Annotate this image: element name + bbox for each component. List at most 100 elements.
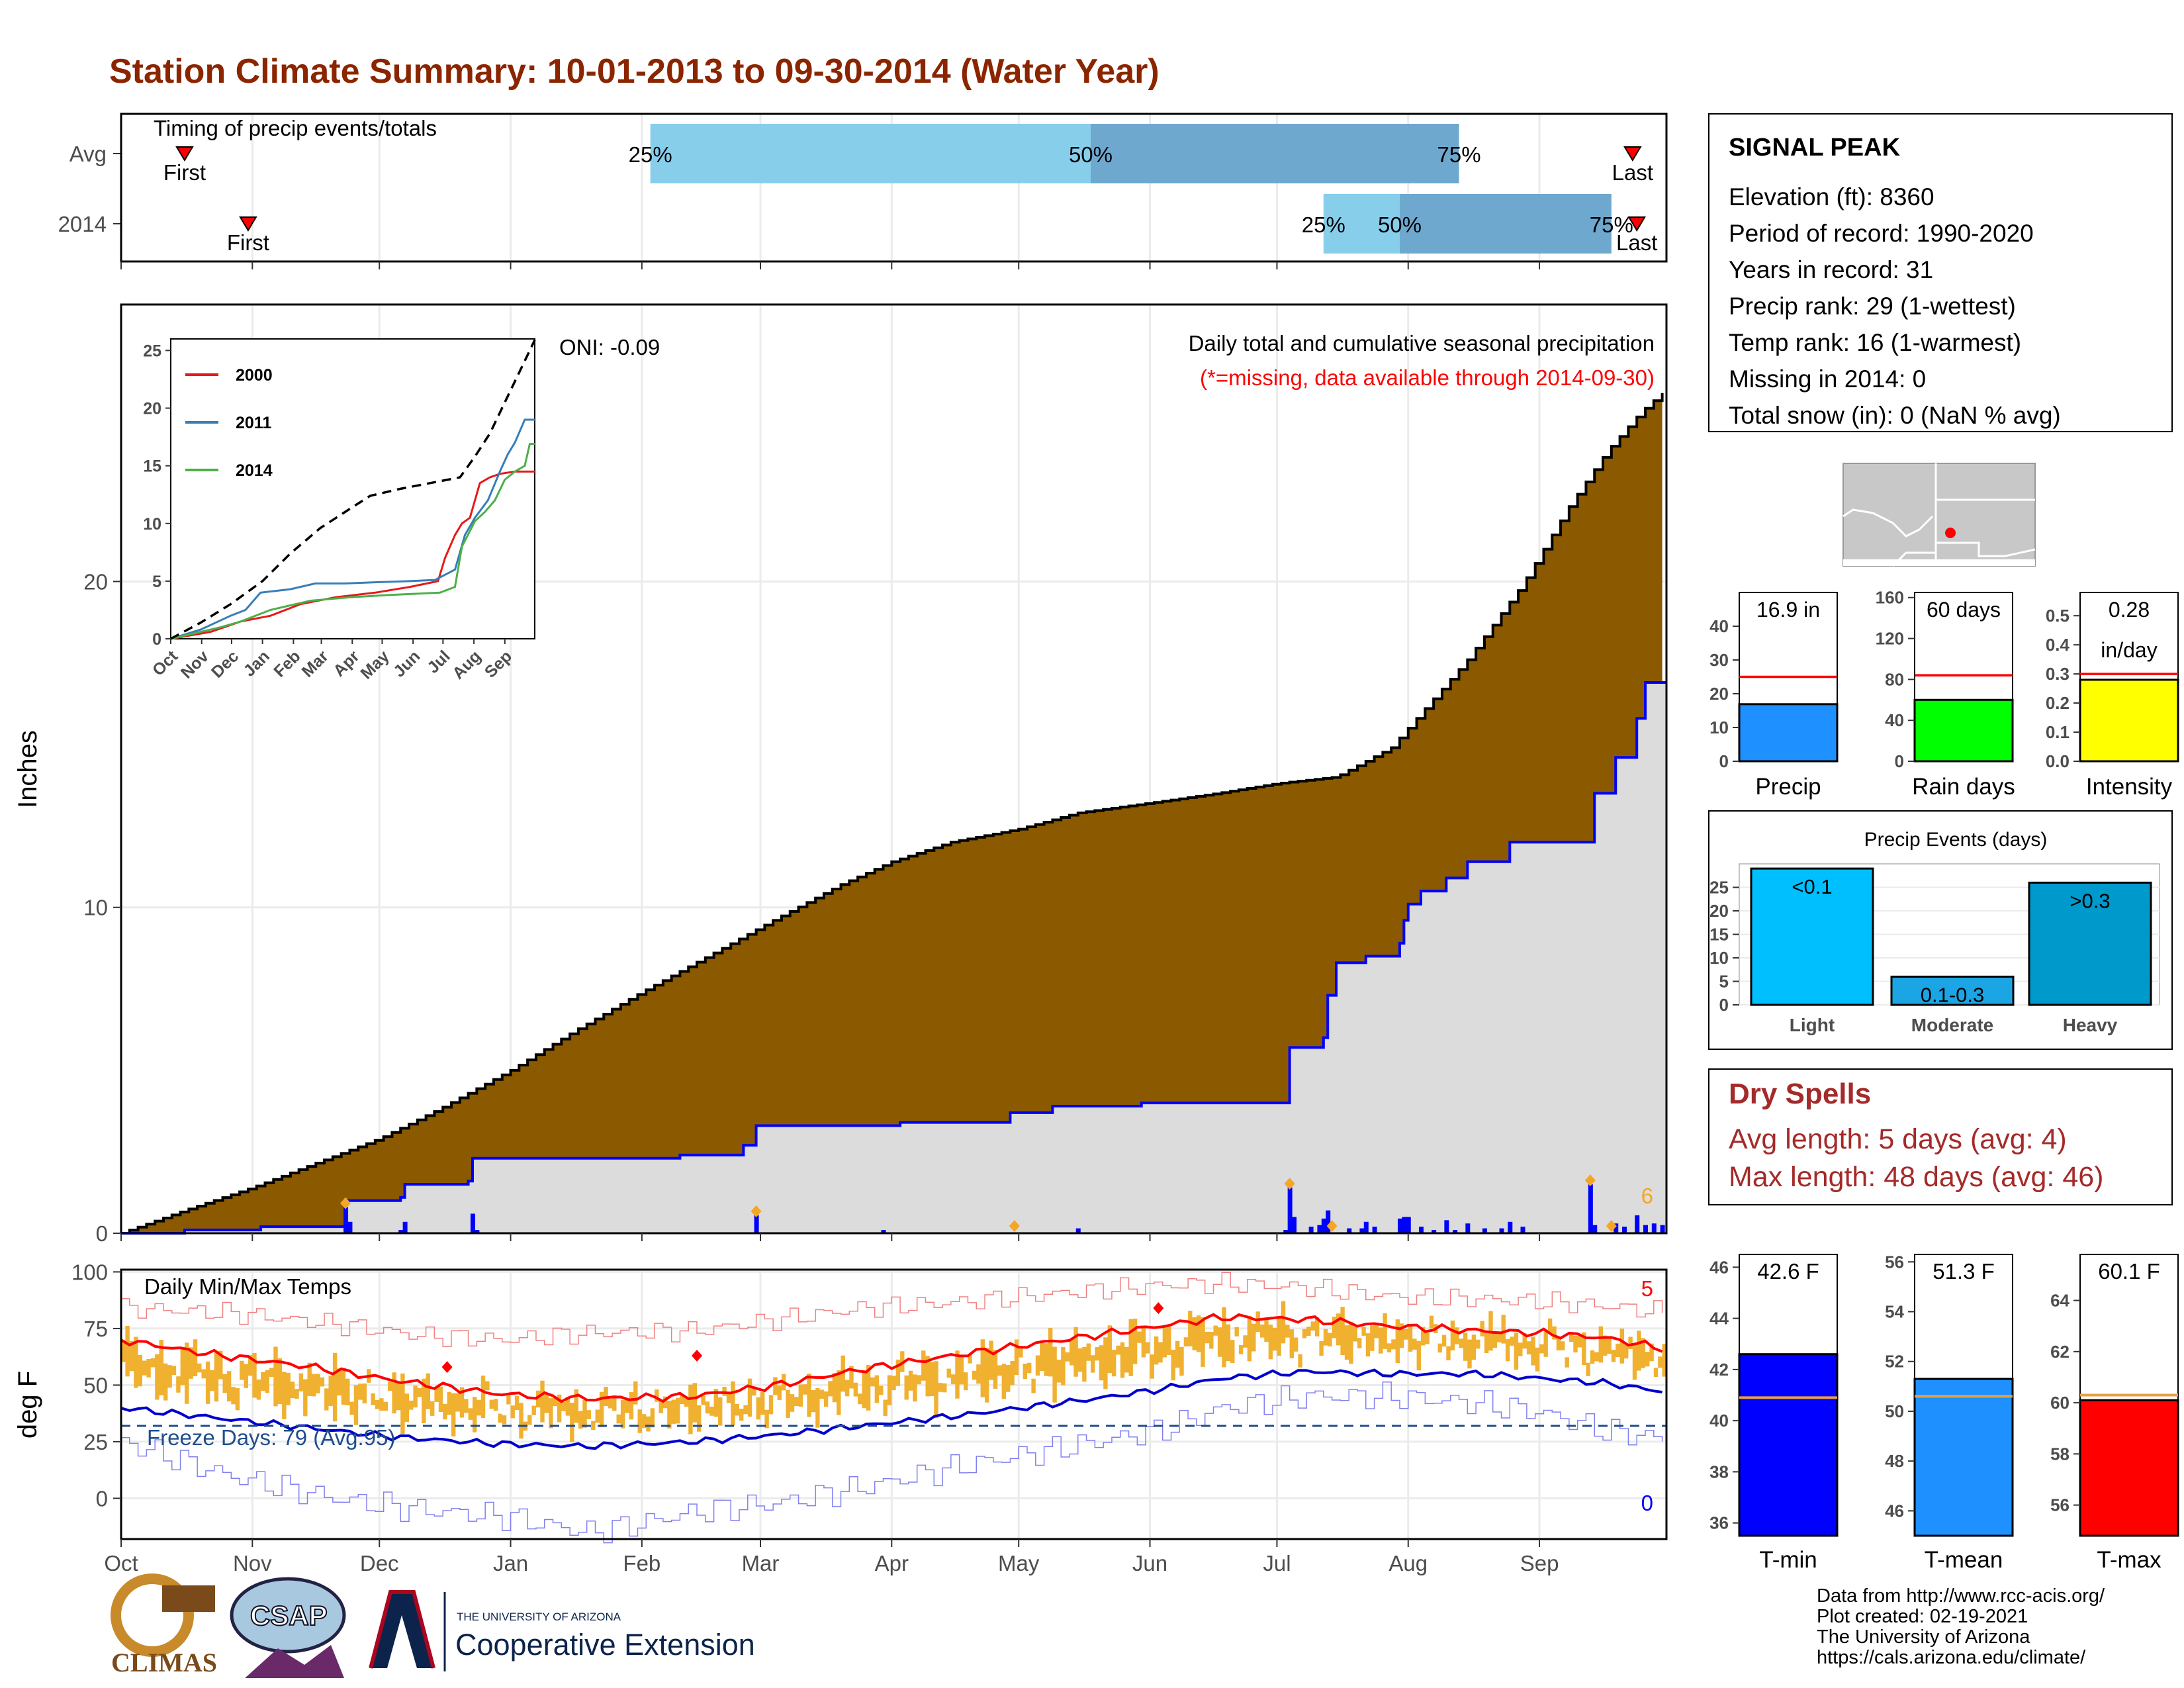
- record-high-marker: [441, 1361, 453, 1374]
- precip-ytick-label: 0: [96, 1221, 108, 1246]
- events-ytick-label: 0: [1719, 995, 1729, 1015]
- summary-bar-ytick-label: 0.2: [2046, 693, 2070, 713]
- daily-precip-bar: [1402, 1217, 1407, 1233]
- oni-label: ONI: -0.09: [559, 335, 660, 359]
- daily-precip-bar: [1292, 1217, 1297, 1233]
- temp-bar-category: T-mean: [1925, 1547, 2003, 1573]
- summary-bar-ytick-label: 160: [1876, 588, 1904, 608]
- inset-ytick-label: 0: [152, 630, 161, 649]
- station-name: SIGNAL PEAK: [1729, 134, 1901, 162]
- temp-bar-ytick-label: 54: [1885, 1302, 1904, 1322]
- timing-p75-label: 75%: [1437, 142, 1481, 167]
- record-precip-marker: [1606, 1220, 1617, 1233]
- precip-ylabel: Inches: [13, 730, 42, 808]
- precip-event-bar: [2028, 881, 2152, 1006]
- credit-university: The University of Arizona: [1817, 1626, 2030, 1648]
- events-ytick-label: 10: [1709, 948, 1729, 968]
- temp-bar-value-label: 42.6 F: [1757, 1259, 1819, 1284]
- month-label: Sep: [1520, 1551, 1559, 1575]
- credit-plot-date: Plot created: 02-19-2021: [1817, 1606, 2028, 1627]
- summary-bar-ytick-label: 0.5: [2046, 606, 2070, 626]
- precip-event-category: Moderate: [1911, 1015, 1993, 1035]
- station-period: Period of record: 1990-2020: [1729, 220, 2034, 247]
- precip-events-chart: Precip Events (days) <0.1 Light 0.1-0.3 Mode…: [1708, 810, 2173, 1050]
- events-ytick-label: 25: [1709, 878, 1729, 898]
- credits: Data from http://www.rcc-acis.org/ Plot …: [1817, 1585, 2105, 1668]
- inset-legend-label: 2011: [236, 414, 271, 432]
- month-label: Feb: [623, 1551, 660, 1575]
- precip-panel-title: Daily total and cumulative seasonal prec…: [1189, 331, 1655, 355]
- record-precip-marker: [751, 1205, 762, 1217]
- record-precip-marker: [1584, 1174, 1596, 1187]
- precip-ytick-label: 10: [83, 896, 108, 920]
- daily-precip-bar: [1643, 1225, 1649, 1233]
- station-temp-rank: Temp rank: 16 (1-warmest): [1729, 329, 2021, 356]
- temp-frame: [120, 1268, 1668, 1540]
- summary-bar-ytick-label: 40: [1709, 616, 1729, 636]
- events-ytick-label: 15: [1709, 925, 1729, 945]
- summary-bar-category: Precip: [1755, 774, 1821, 800]
- daily-precip-bar: [1465, 1223, 1471, 1233]
- timing-p50-label: 50%: [1069, 142, 1113, 167]
- daily-precip-bar: [754, 1215, 759, 1233]
- month-label: Oct: [104, 1551, 138, 1575]
- daily-precip-bar: [1614, 1223, 1619, 1233]
- summary-bar-ytick-label: 120: [1876, 629, 1904, 649]
- avg-cumulative-line: [121, 393, 1664, 1235]
- timing-p50-label: 50%: [1378, 212, 1422, 237]
- summary-bar-value-label: 0.28: [2109, 598, 2150, 622]
- month-label: Aug: [1388, 1551, 1428, 1575]
- record-high-marker: [692, 1349, 703, 1362]
- temp-bar-ytick-label: 42: [1709, 1360, 1729, 1380]
- summary-bar-ytick-label: 0.4: [2046, 635, 2070, 655]
- temp-bar-category: T-min: [1759, 1547, 1817, 1573]
- timing-panel-label: Timing of precip events/totals: [154, 116, 437, 140]
- daily-precip-bar: [1508, 1221, 1513, 1233]
- summary-bar-ytick-label: 0.1: [2046, 722, 2070, 742]
- daily-precip-bar: [1283, 1230, 1289, 1233]
- summary-bar-value: [1913, 698, 2014, 763]
- timing-panel: 25% 50% 75% First Last Avg 25% 50% 75% First Last 2…: [58, 113, 1668, 269]
- temp-ylabel: deg F: [13, 1371, 42, 1438]
- summary-bar-unit-label: in/day: [2101, 638, 2157, 662]
- temp-bar-ytick-label: 56: [2050, 1495, 2070, 1515]
- timing-row-label: 2014: [58, 212, 107, 236]
- temp-bar-ytick-label: 46: [1885, 1501, 1904, 1521]
- record-precip-marker: [340, 1197, 351, 1209]
- daily-precip-bar: [1622, 1227, 1627, 1233]
- daily-precip-bar: [1347, 1228, 1352, 1233]
- station-precip-rank: Precip rank: 29 (1-wettest): [1729, 293, 2016, 320]
- temp-bar-ytick-label: 58: [2050, 1444, 2070, 1464]
- daily-precip-bar: [398, 1230, 404, 1233]
- temperature-panel: Daily Min/Max Temps Freeze Days: 79 (Avg:…: [13, 1260, 1668, 1544]
- timing-p25-label: 25%: [629, 142, 672, 167]
- daily-precip-bar: [1075, 1228, 1081, 1233]
- precip-event-bar-label: 0.1-0.3: [1921, 983, 1985, 1006]
- daily-temp-range-bars: [121, 1301, 1666, 1442]
- temp-bar-ytick-label: 62: [2050, 1342, 2070, 1362]
- temp-bar-ytick-label: 46: [1709, 1257, 1729, 1277]
- precip-ytick-label: 20: [83, 569, 108, 594]
- first-event-marker: [239, 216, 257, 232]
- timing-bar-50-75: [1399, 194, 1612, 254]
- temperature-summary-bars: 42.6 F 36 38 40 42 44 46 T-min 51.3 F 46 48 50 52 54 5…: [1709, 1252, 2179, 1573]
- ua-logo-big-text: Cooperative Extension: [455, 1628, 755, 1662]
- precip-event-bar-label: <0.1: [1792, 875, 1832, 898]
- ua-logo-small-text: THE UNIVERSITY OF ARIZONA: [457, 1611, 621, 1623]
- summary-bar-ytick-label: 40: [1885, 710, 1904, 730]
- station-missing: Missing in 2014: 0: [1729, 365, 1926, 393]
- avg-min-line: [120, 1368, 1662, 1450]
- summary-bar-ytick-label: 20: [1709, 684, 1729, 704]
- inset-series-line: [170, 470, 535, 640]
- month-axis: Oct Nov Dec Jan Feb Mar Apr May Jun Jul Aug Sep: [104, 1539, 1559, 1575]
- station-years: Years in record: 31: [1729, 256, 1933, 283]
- timing-row-label: Avg: [69, 142, 107, 166]
- temp-bar-ytick-label: 50: [1885, 1401, 1904, 1421]
- climas-logo: CLIMAS: [111, 1573, 217, 1677]
- temp-bar-value-label: 51.3 F: [1933, 1259, 1995, 1284]
- inset-legend-label: 2000: [236, 366, 273, 385]
- daily-precip-bar: [881, 1230, 886, 1233]
- timing-frame: [120, 113, 1668, 263]
- daily-precip-bar: [1432, 1230, 1437, 1233]
